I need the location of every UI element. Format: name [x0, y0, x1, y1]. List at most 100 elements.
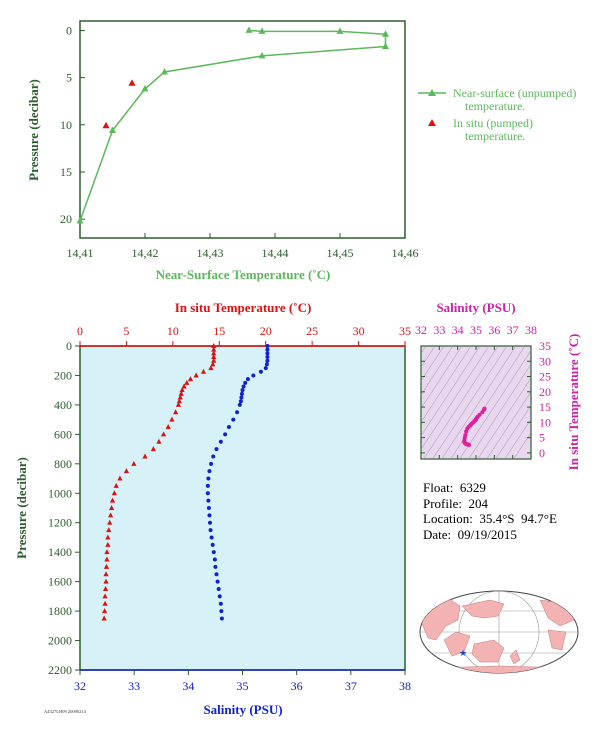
temperature-point — [179, 387, 185, 393]
temperature-point — [187, 376, 194, 382]
density-contour — [421, 346, 472, 423]
temperature-point — [106, 527, 112, 533]
temperature-point — [211, 357, 217, 363]
salinity-point — [251, 373, 256, 378]
ts-x-tick-label: 38 — [525, 323, 537, 337]
salinity-point — [213, 564, 218, 569]
temperature-point — [131, 460, 137, 466]
near-surface-point — [141, 84, 149, 92]
salinity-point — [205, 483, 210, 488]
salinity-point — [265, 358, 270, 363]
near-surface-point — [161, 67, 168, 75]
legend-label-near-surface: Near-surface (unpumped) — [453, 86, 576, 100]
temperature-point — [211, 346, 217, 352]
temp-tick-label: 20 — [260, 324, 272, 338]
density-contour — [421, 346, 490, 450]
near-surface-point — [245, 26, 253, 33]
near-surface-chart: 14,41 14,42 14,43 14,44 14,45 14,46 05101520 … — [26, 20, 419, 282]
salinity-ticks: 32 33 34 35 36 37 38 — [74, 670, 411, 693]
salinity-point — [210, 542, 215, 547]
temperature-point — [102, 593, 108, 599]
temperature-point — [117, 475, 123, 481]
near-surface-point — [76, 217, 84, 224]
pressure-tick-label: 0 — [66, 339, 72, 353]
salinity-point — [218, 601, 223, 606]
pressure-tick-label: 1400 — [48, 545, 72, 559]
location-label: Location: — [423, 511, 473, 526]
top-y-tick-label: 10 — [60, 118, 72, 132]
pressure-tick-label: 800 — [54, 457, 72, 471]
salinity-point — [219, 609, 224, 614]
temperature-point — [160, 431, 167, 437]
legend-label-near-surface-2: temperature. — [465, 99, 525, 113]
density-contour — [421, 346, 454, 396]
date-value: 09/19/2015 — [457, 526, 517, 542]
salinity-tick-label: 32 — [74, 679, 86, 693]
top-x-tick-label: 14,41 — [67, 246, 94, 260]
temperature-point — [211, 354, 217, 360]
pressure-tick-label: 400 — [54, 398, 72, 412]
location-value: 35.4°S 94.7°E — [479, 511, 557, 526]
float-label: Float: — [423, 480, 454, 495]
near-surface-point — [258, 27, 266, 34]
near-surface-line — [79, 29, 387, 222]
ts-y-tick-label: 35 — [539, 339, 551, 353]
temperature-point — [175, 401, 182, 407]
salinity-point — [235, 410, 240, 415]
profile-temp-axis-label: In situ Temperature (˚C) — [175, 300, 312, 315]
top-plot-frame — [79, 20, 406, 239]
profile-y-axis-label: Pressure (decibar) — [14, 457, 29, 559]
legend-marker-insitu — [428, 119, 436, 126]
temperature-point — [181, 383, 187, 389]
near-surface-point — [336, 27, 344, 34]
top-y-axis-label: Pressure (decibar) — [26, 79, 41, 181]
salinity-point — [239, 395, 244, 400]
salinity-series — [205, 344, 270, 621]
profile-salinity-axis-label: Salinity (PSU) — [203, 702, 282, 717]
top-y-tick-label: 0 — [66, 23, 72, 37]
top-x-tick-label: 14,44 — [262, 246, 289, 260]
salinity-point — [209, 461, 214, 466]
temperature-point — [104, 549, 110, 555]
top-x-tick-label: 14,42 — [132, 246, 159, 260]
salinity-point — [264, 362, 269, 367]
temp-tick-label: 15 — [213, 324, 225, 338]
temperature-point — [142, 453, 148, 459]
near-surface-point — [382, 30, 389, 37]
ts-point — [467, 442, 472, 447]
footer-code: A4327LH09 20090214 — [44, 709, 87, 714]
ts-density-contours — [421, 346, 531, 459]
salinity-point — [226, 425, 231, 429]
temperature-point — [103, 563, 110, 569]
density-contour — [421, 346, 481, 437]
density-contour — [468, 363, 531, 459]
temperature-point — [113, 482, 119, 488]
salinity-point — [243, 380, 248, 385]
temperature-point — [111, 490, 117, 496]
salinity-point — [258, 369, 263, 374]
salinity-tick-label: 37 — [345, 679, 357, 693]
salinity-point — [265, 351, 270, 356]
temperature-point — [208, 365, 214, 371]
salinity-point — [206, 498, 211, 503]
density-contour — [450, 346, 526, 459]
temperature-point — [176, 398, 182, 404]
temperature-point — [102, 608, 108, 614]
date-label: Date: — [423, 526, 452, 542]
temperature-point — [104, 556, 110, 562]
salinity-point — [205, 491, 210, 496]
salinity-point — [206, 476, 211, 481]
temperature-point — [178, 390, 184, 396]
salinity-point — [231, 417, 236, 422]
temperature-point — [109, 497, 116, 503]
ts-x-axis-label: Salinity (PSU) — [436, 300, 515, 315]
ts-y-tick-label: 20 — [539, 385, 551, 399]
salinity-point — [265, 355, 270, 360]
density-contour — [504, 418, 531, 459]
temperature-point — [103, 571, 109, 577]
ts-x-tick-label: 34 — [452, 323, 464, 337]
ts-x-ticks: 32 33 34 35 36 37 38 — [415, 323, 537, 459]
top-y-tick-label: 15 — [60, 165, 72, 179]
density-contour — [513, 432, 531, 459]
